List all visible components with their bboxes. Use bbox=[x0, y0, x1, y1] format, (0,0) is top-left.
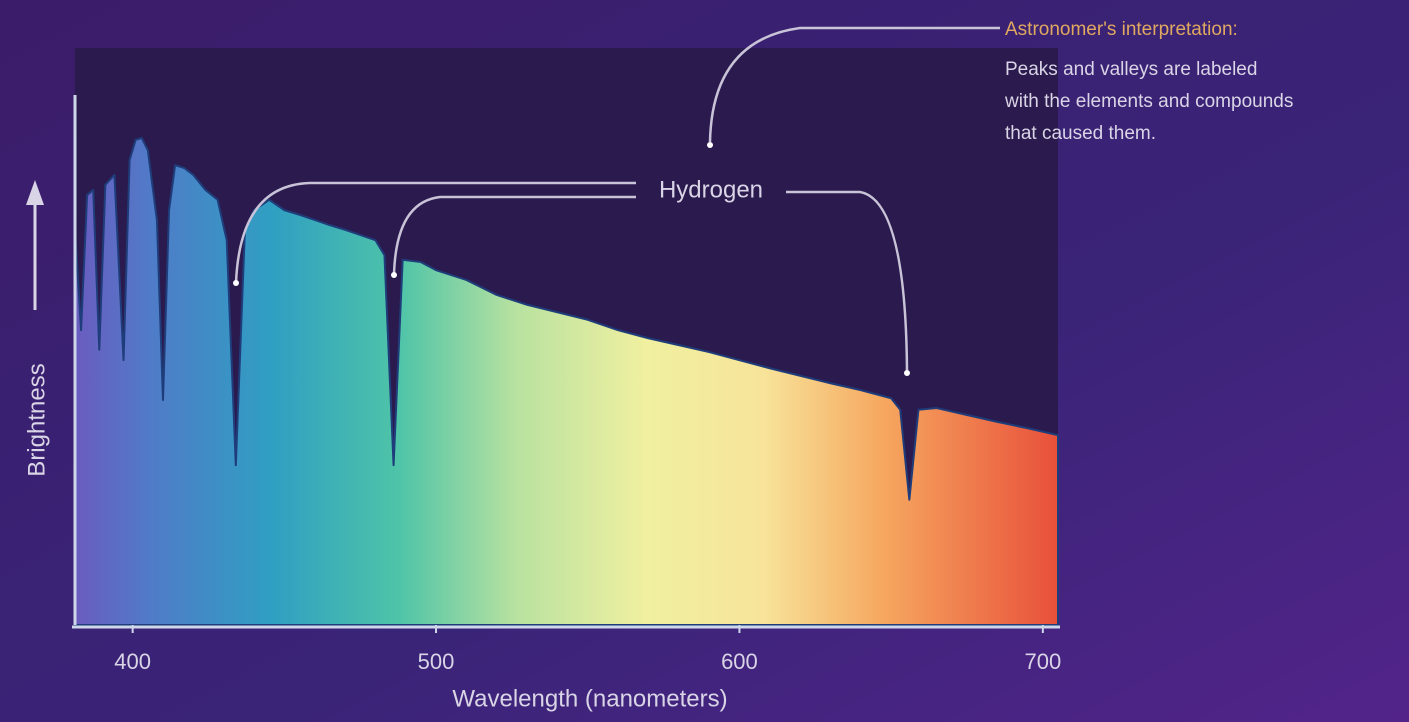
x-axis-label: Wavelength (nanometers) bbox=[452, 685, 727, 712]
dot bbox=[707, 142, 713, 148]
spectrum-area bbox=[74, 137, 1059, 626]
y-arrowhead bbox=[26, 180, 44, 205]
dot bbox=[904, 370, 910, 376]
interpretation-line: that caused them. bbox=[1005, 123, 1156, 144]
connector bbox=[234, 181, 636, 284]
x-tick-label: 500 bbox=[418, 649, 455, 674]
interpretation-line: with the elements and compounds bbox=[1004, 91, 1293, 112]
connector bbox=[392, 195, 636, 276]
interpretation-text: Peaks and valleys are labeled with the el… bbox=[1004, 59, 1293, 144]
x-tick-label: 400 bbox=[114, 649, 151, 674]
dot bbox=[391, 272, 397, 278]
interpretation-title: Astronomer's interpretation: bbox=[1005, 19, 1238, 40]
hydrogen-connectors bbox=[234, 26, 1000, 374]
plot-area bbox=[74, 137, 1059, 626]
connector bbox=[708, 26, 1000, 143]
x-tick-label: 600 bbox=[721, 649, 758, 674]
connector-dots bbox=[233, 142, 910, 376]
dot bbox=[233, 280, 239, 286]
hydrogen-label: Hydrogen bbox=[659, 176, 763, 203]
connector bbox=[786, 190, 909, 374]
interpretation-line: Peaks and valleys are labeled bbox=[1005, 59, 1257, 80]
x-tick-label: 700 bbox=[1024, 649, 1061, 674]
y-axis-label: Brightness bbox=[23, 363, 50, 476]
